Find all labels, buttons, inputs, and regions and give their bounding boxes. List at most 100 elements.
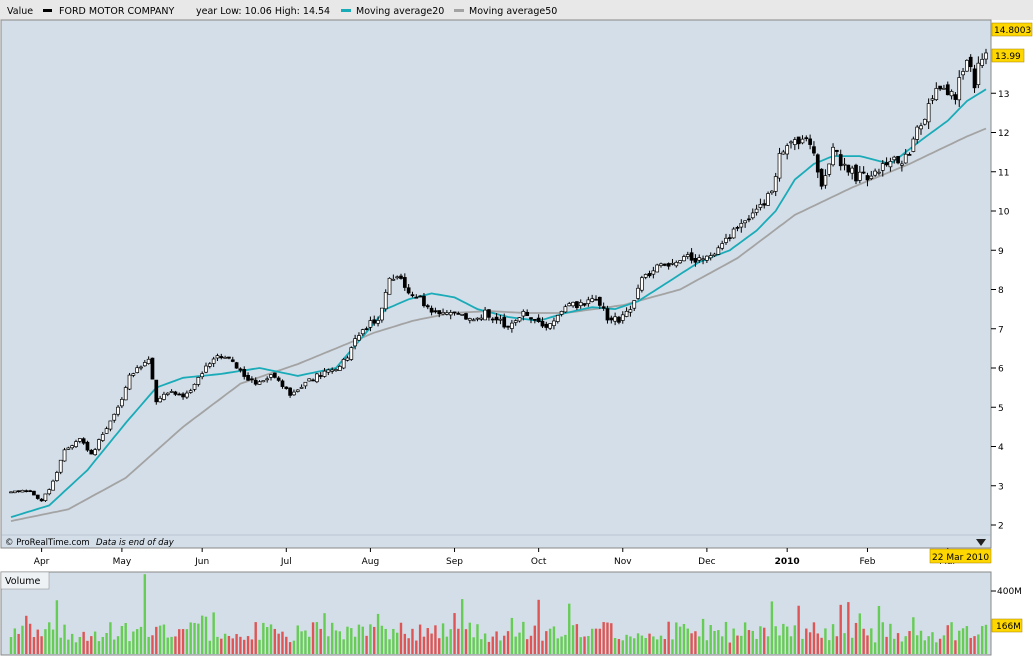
volume-bar — [824, 628, 827, 654]
candle-body — [334, 369, 338, 371]
volume-bar — [315, 622, 319, 654]
x-tick-label: Aug — [362, 557, 380, 567]
candle-body — [502, 317, 507, 328]
candle-body — [957, 77, 962, 101]
candle-body — [548, 323, 552, 329]
candle-body — [968, 56, 973, 68]
volume-bar — [365, 635, 368, 654]
volume-bar — [942, 635, 946, 654]
volume-bar — [135, 629, 139, 654]
high-price-flag — [991, 22, 1033, 37]
volume-bar — [40, 636, 43, 654]
volume-bar — [342, 639, 345, 654]
volume-bar — [828, 640, 831, 654]
volume-bar — [709, 625, 712, 654]
candle-body — [383, 292, 388, 310]
candle-body — [785, 145, 790, 155]
candle-body — [942, 87, 946, 90]
volume-bar — [854, 622, 858, 654]
candle-body — [93, 449, 97, 456]
candle-body — [789, 141, 793, 144]
candle-body — [66, 447, 71, 450]
volume-bar — [55, 600, 59, 654]
volume-bar — [587, 636, 590, 654]
candle-body — [724, 237, 728, 243]
volume-bar — [243, 639, 246, 654]
candle-body — [108, 420, 113, 430]
volume-bar — [648, 633, 651, 654]
candle-body — [804, 137, 809, 140]
volume-bar — [338, 631, 342, 654]
candle-body — [823, 175, 828, 186]
candle-body — [32, 490, 36, 496]
volume-bar — [522, 621, 525, 654]
volume-bar — [380, 625, 384, 654]
candle-body — [322, 370, 327, 377]
volume-bar — [694, 631, 697, 654]
candle-body — [380, 307, 384, 321]
candle-body — [196, 377, 201, 385]
volume-bar — [678, 626, 682, 654]
volume-bar — [904, 636, 907, 654]
x-tick-label: Apr — [34, 557, 50, 567]
candle-body — [177, 393, 182, 396]
candle-body — [181, 393, 185, 398]
candle-body — [540, 321, 545, 327]
candle-body — [506, 325, 510, 328]
volume-bar — [728, 642, 732, 654]
candle-body — [250, 378, 254, 381]
company-name: FORD MOTOR COMPANY — [59, 6, 174, 17]
ma50-line — [10, 127, 987, 522]
candle-body — [464, 313, 468, 320]
candle-body — [892, 156, 897, 161]
volume-bar — [873, 642, 877, 654]
volume-bar — [847, 602, 850, 654]
candle-body — [739, 223, 744, 228]
volume-bar — [919, 630, 923, 654]
volume-bar — [537, 599, 540, 654]
candle-body — [89, 449, 94, 455]
candle-body — [498, 318, 503, 321]
volume-bar — [655, 639, 659, 654]
candle-body — [758, 204, 763, 208]
value-label: Value — [7, 6, 33, 17]
volume-bar — [862, 628, 865, 654]
volume-bar — [181, 629, 185, 654]
candle-body — [693, 258, 698, 263]
volume-bar — [602, 622, 605, 654]
volume-bar — [797, 605, 800, 654]
volume-label-box — [0, 571, 50, 590]
candle-body — [242, 369, 247, 377]
volume-bar — [751, 630, 754, 654]
candle-body — [655, 264, 660, 273]
candle-body — [475, 317, 480, 320]
candle-body — [911, 138, 916, 152]
candle-body — [521, 311, 526, 317]
candle-body — [9, 491, 13, 494]
volume-bar — [896, 633, 900, 654]
volume-bar — [740, 635, 743, 654]
candle-body — [410, 294, 415, 297]
candle-body — [575, 301, 579, 309]
y-tick-label: 2 — [998, 522, 1004, 532]
volume-bar — [908, 631, 911, 654]
price-y-axis: 2 3 4 5 6 7 8 9 10 11 12 13 — [991, 90, 1010, 532]
volume-bar — [128, 641, 131, 654]
candle-body — [253, 379, 258, 385]
candle-body — [142, 362, 147, 367]
candle-body — [643, 274, 648, 278]
x-axis: AprMayJunJulAugSepOctNovDec2010FebMar — [34, 548, 957, 567]
candle-body — [85, 441, 90, 451]
volume-bar — [212, 612, 215, 654]
volume-bar — [980, 626, 984, 654]
volume-bar — [621, 640, 624, 654]
volume-bar — [820, 637, 823, 654]
candle-body — [808, 138, 812, 145]
x-tick-label: 2010 — [775, 557, 800, 567]
candle-body — [445, 312, 449, 315]
candle-body — [284, 386, 289, 389]
volume-bar — [67, 639, 70, 654]
volume-bar — [625, 634, 628, 654]
candle-body — [965, 59, 969, 72]
